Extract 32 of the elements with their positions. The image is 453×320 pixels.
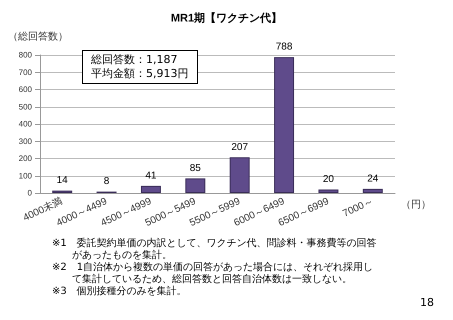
y-tick-label: 600 bbox=[18, 85, 33, 94]
annotation: 総回答数：1,187 平均金額：5,913円 bbox=[82, 50, 198, 84]
y-axis-title: （総回答数） bbox=[8, 30, 68, 42]
text: ※2 1自治体から複数の単価の回答があった場合には、それぞれ採用して集計しているため、総回答数と回答自治体数は一致しない。 bbox=[52, 262, 374, 286]
data-label: 14 bbox=[56, 175, 68, 186]
data-label: 24 bbox=[367, 173, 379, 184]
data-label: 41 bbox=[145, 170, 157, 182]
data-label: 85 bbox=[190, 162, 202, 174]
data-label: 788 bbox=[276, 42, 293, 53]
y-tick-label: 800 bbox=[18, 50, 33, 60]
y-tick-label: 500 bbox=[18, 102, 33, 112]
chart-title: MR1期【ワクチン代】 bbox=[170, 12, 282, 24]
x-tick-label: 7000～ bbox=[341, 196, 376, 220]
y-tick-label: 400 bbox=[18, 120, 33, 128]
text: ※3 個別接種分のみを集計。 bbox=[52, 286, 188, 298]
bar bbox=[230, 157, 250, 193]
y-tick-label: 700 bbox=[18, 68, 33, 77]
bar bbox=[185, 178, 206, 193]
bar bbox=[318, 190, 338, 193]
y-tick-label: 300 bbox=[18, 136, 33, 146]
y-tick-label: 200 bbox=[18, 154, 33, 163]
data-label: 207 bbox=[231, 142, 248, 153]
text: 18 bbox=[420, 296, 434, 309]
text: ※1 委託契約単価の内訳として、ワクチン代、問診料・事務費等の回答があったものを集計。 bbox=[52, 238, 378, 262]
x-axis-title: （円） bbox=[401, 200, 431, 210]
bar bbox=[274, 57, 294, 193]
y-tick-label: 100 bbox=[18, 171, 33, 180]
data-label: 8 bbox=[104, 176, 110, 188]
bar bbox=[362, 188, 383, 193]
bar bbox=[140, 186, 161, 193]
data-label: 20 bbox=[322, 174, 334, 186]
y-tick-label: 0 bbox=[28, 188, 33, 198]
